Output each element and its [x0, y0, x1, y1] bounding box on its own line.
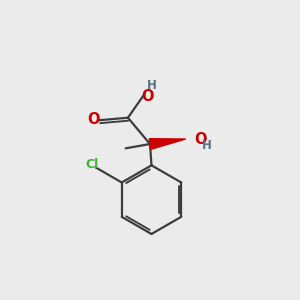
- Text: O: O: [195, 132, 207, 147]
- Text: Cl: Cl: [85, 158, 99, 172]
- Text: O: O: [141, 89, 153, 104]
- Text: H: H: [147, 79, 157, 92]
- Text: H: H: [202, 139, 212, 152]
- Polygon shape: [149, 139, 186, 149]
- Text: O: O: [87, 112, 100, 127]
